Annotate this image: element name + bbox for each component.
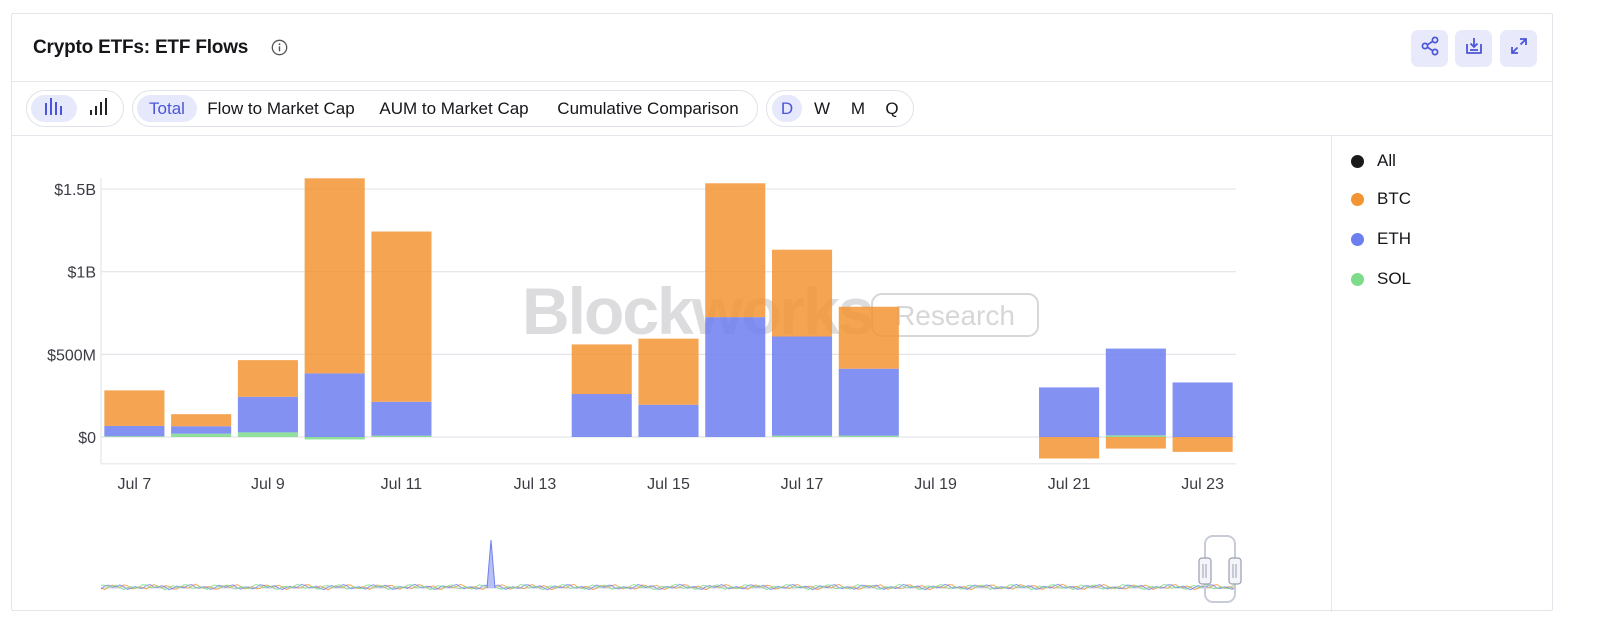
period-tabs: D W M Q xyxy=(766,90,914,127)
watermark-badge: Research xyxy=(895,300,1015,331)
bar-btc-jul-10 xyxy=(304,178,365,374)
bar-eth-jul-21 xyxy=(1039,387,1100,437)
y-tick-label: $0 xyxy=(78,430,96,447)
x-tick-label: Jul 19 xyxy=(914,476,957,493)
legend-item-all[interactable]: All xyxy=(1351,149,1396,173)
navigator-handle-right xyxy=(1228,557,1242,585)
legend-item-btc[interactable]: BTC xyxy=(1351,187,1411,211)
navigator-spike xyxy=(486,539,496,589)
range-navigator[interactable] xyxy=(100,535,1242,603)
bar-eth-jul-7 xyxy=(104,425,165,437)
bar-eth-jul-18 xyxy=(838,368,899,436)
bar-btc-jul-17 xyxy=(771,249,833,337)
period-d[interactable]: D xyxy=(772,95,802,122)
legend-item-eth[interactable]: ETH xyxy=(1351,227,1411,251)
bar-sol-jul-18 xyxy=(838,435,899,437)
chart-card: Crypto ETFs: ETF Flows xyxy=(11,13,1553,612)
bar-sol-jul-9 xyxy=(237,432,298,437)
chart-toolbar: Total Flow to Market Cap AUM to Market C… xyxy=(12,82,1552,136)
x-tick-label: Jul 13 xyxy=(514,476,557,493)
bar-eth-jul-23 xyxy=(1172,382,1233,437)
bar-btc-jul-14 xyxy=(571,344,632,395)
expand-button[interactable] xyxy=(1500,30,1537,67)
bar-btc-jul-21 xyxy=(1039,437,1100,459)
bar-eth-jul-8 xyxy=(171,426,232,434)
bar-btc-jul-11 xyxy=(371,231,432,402)
tab-flow-to-market-cap[interactable]: Flow to Market Cap xyxy=(207,98,355,118)
share-icon xyxy=(1420,36,1440,61)
bar-sol-jul-7 xyxy=(104,436,165,437)
download-icon xyxy=(1464,36,1484,61)
period-q[interactable]: Q xyxy=(885,98,899,118)
tab-aum-to-market-cap[interactable]: AUM to Market Cap xyxy=(379,98,529,118)
bar-btc-jul-8 xyxy=(171,414,232,427)
bar-btc-jul-7 xyxy=(104,390,165,426)
x-tick-label: Jul 17 xyxy=(781,476,824,493)
legend-item-sol[interactable]: SOL xyxy=(1351,267,1411,291)
tab-cumulative-comparison[interactable]: Cumulative Comparison xyxy=(557,98,739,118)
bar-sol-jul-10 xyxy=(304,437,365,440)
legend-label-all: All xyxy=(1377,151,1396,170)
legend-dot-sol xyxy=(1351,272,1364,286)
chart-legend: All BTC ETH SOL xyxy=(1333,136,1553,612)
x-tick-label: Jul 23 xyxy=(1181,476,1224,493)
bar-sol-jul-11 xyxy=(371,435,432,437)
y-tick-label: $500M xyxy=(47,347,96,364)
legend-label-btc: BTC xyxy=(1377,189,1411,208)
chart-title: Crypto ETFs: ETF Flows xyxy=(33,37,249,58)
x-tick-label: Jul 7 xyxy=(117,476,151,493)
bar-eth-jul-17 xyxy=(771,336,833,436)
legend-dot-all xyxy=(1351,154,1364,168)
bar-sol-jul-8 xyxy=(171,433,232,437)
x-tick-label: Jul 15 xyxy=(647,476,690,493)
legend-label-eth: ETH xyxy=(1377,229,1411,248)
bar-sol-jul-22 xyxy=(1105,435,1166,437)
y-tick-label: $1B xyxy=(68,265,96,282)
bar-eth-jul-16 xyxy=(705,317,766,437)
share-button[interactable] xyxy=(1411,30,1448,67)
y-tick-label: $1.5B xyxy=(54,182,96,199)
card-header: Crypto ETFs: ETF Flows xyxy=(12,14,1552,82)
x-tick-label: Jul 21 xyxy=(1048,476,1091,493)
signal-bars-icon xyxy=(88,96,110,121)
axis-layer: $0 $500M $1B $1.5B Jul 7 Jul 9 Jul 11 Jul 13 Jul… xyxy=(47,182,1224,493)
legend-dot-eth xyxy=(1351,232,1364,246)
bar-eth-jul-15 xyxy=(638,404,699,437)
chart-area: Blockworks Research $0 $500M $1B $1.5B Jul 7… xyxy=(12,136,1332,612)
legend-dot-btc xyxy=(1351,192,1364,206)
bar-chart-icon xyxy=(43,96,65,121)
bar-btc-jul-23 xyxy=(1172,437,1233,452)
navigator-handle-left xyxy=(1198,557,1212,585)
bars-layer xyxy=(104,178,1233,459)
period-m[interactable]: M xyxy=(850,98,866,118)
tab-total[interactable]: Total xyxy=(137,95,197,122)
bar-eth-jul-22 xyxy=(1105,348,1166,436)
bar-btc-jul-22 xyxy=(1105,437,1166,449)
navigator-line xyxy=(100,583,1237,591)
legend-label-sol: SOL xyxy=(1377,269,1412,288)
navigator-line xyxy=(100,583,1237,591)
x-tick-label: Jul 11 xyxy=(381,476,423,493)
x-tick-label: Jul 9 xyxy=(251,476,285,493)
bar-btc-jul-15 xyxy=(638,338,699,405)
period-w[interactable]: W xyxy=(813,98,831,118)
bar-eth-jul-10 xyxy=(304,373,365,437)
metric-tabs: Total Flow to Market Cap AUM to Market C… xyxy=(132,90,758,127)
bar-eth-jul-11 xyxy=(371,401,432,436)
bar-chart-toggle[interactable] xyxy=(31,95,77,122)
download-button[interactable] xyxy=(1455,30,1492,67)
bar-btc-jul-9 xyxy=(237,360,298,397)
signal-bars-toggle[interactable] xyxy=(79,95,119,122)
bar-btc-jul-16 xyxy=(705,183,766,318)
bar-btc-jul-18 xyxy=(838,306,899,369)
chart-type-switcher xyxy=(26,90,124,127)
bar-eth-jul-9 xyxy=(237,396,298,433)
info-circle-icon[interactable] xyxy=(271,39,288,56)
expand-icon xyxy=(1509,36,1529,61)
bar-eth-jul-14 xyxy=(571,394,632,437)
bar-sol-jul-17 xyxy=(771,435,833,437)
